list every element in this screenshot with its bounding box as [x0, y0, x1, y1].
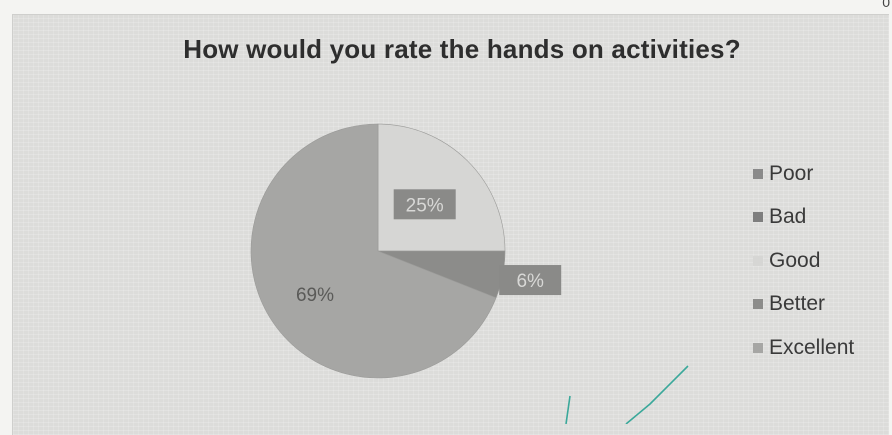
pie-chart: 25% 6% 69%: [250, 123, 562, 379]
legend-item-bad: Bad: [753, 196, 854, 240]
legend-swatch: [753, 342, 763, 353]
legend-item-poor: Poor: [753, 152, 854, 196]
pen-mark: [565, 365, 689, 424]
legend-swatch: [753, 212, 763, 223]
legend-label: Better: [769, 292, 826, 316]
chart-title: How would you rate the hands on activiti…: [183, 34, 741, 64]
data-label-box-better: [499, 265, 562, 296]
legend-item-good: Good: [753, 239, 854, 283]
legend: Poor Bad Good Better Excellent: [753, 152, 854, 370]
legend-label: Good: [769, 248, 821, 272]
data-label-excellent: 69%: [296, 285, 334, 306]
legend-item-better: Better: [753, 283, 854, 327]
data-label-better: 6%: [516, 271, 544, 292]
pie-slice-excellent: [250, 123, 497, 379]
legend-item-excellent: Excellent: [753, 326, 854, 370]
legend-swatch: [753, 299, 763, 310]
legend-label: Excellent: [769, 335, 855, 359]
legend-label: Bad: [769, 205, 807, 229]
data-label-box-good: [393, 189, 456, 220]
legend-swatch: [753, 255, 763, 266]
data-label-good: 25%: [406, 195, 444, 216]
legend-label: Poor: [769, 161, 814, 185]
legend-swatch: [753, 168, 763, 179]
corner-mark: 0: [882, 0, 890, 10]
